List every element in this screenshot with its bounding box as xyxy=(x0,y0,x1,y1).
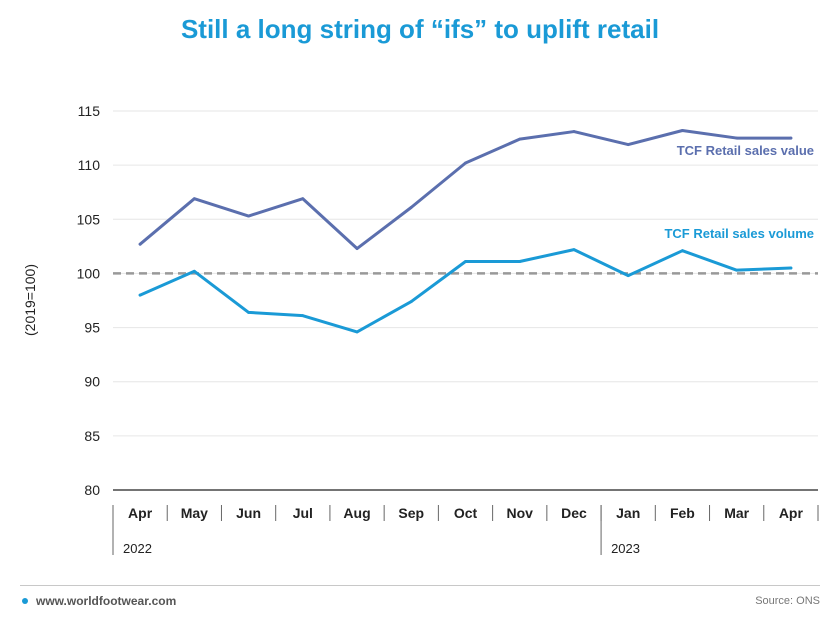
data-point xyxy=(789,266,793,270)
y-tick-label: 115 xyxy=(78,103,101,119)
x-tick-label: Nov xyxy=(507,505,534,521)
x-tick-label: Mar xyxy=(724,505,749,521)
footer-divider xyxy=(20,585,820,586)
data-point xyxy=(355,247,359,250)
y-tick-label: 100 xyxy=(77,265,101,281)
data-point xyxy=(138,242,142,246)
data-point xyxy=(301,197,305,201)
data-point xyxy=(192,197,196,201)
data-point xyxy=(681,129,684,132)
y-axis-label: (2019=100) xyxy=(22,263,38,337)
data-point xyxy=(626,143,630,146)
x-tick-label: Jul xyxy=(293,505,313,521)
data-point xyxy=(464,260,467,263)
x-tick-label: Oct xyxy=(454,505,478,521)
year-label: 2023 xyxy=(611,541,640,556)
x-tick-label: Dec xyxy=(561,505,587,521)
data-point xyxy=(735,136,739,140)
source-note: Source: ONS xyxy=(755,595,820,607)
data-point xyxy=(626,274,630,277)
data-point xyxy=(192,269,196,273)
data-point xyxy=(464,161,467,165)
website-link[interactable]: www.worldfootwear.com xyxy=(22,594,176,608)
data-point xyxy=(518,260,522,263)
data-point xyxy=(247,311,250,314)
chart-title: Still a long string of “ifs” to uplift r… xyxy=(180,14,660,44)
data-point xyxy=(409,205,413,209)
x-tick-label: May xyxy=(181,505,208,521)
series-label: TCF Retail sales value xyxy=(677,143,814,158)
x-tick-label: Sep xyxy=(398,505,424,521)
y-tick-label: 110 xyxy=(78,157,101,173)
x-tick-label: Apr xyxy=(128,505,153,521)
data-point xyxy=(789,136,793,140)
data-point xyxy=(138,293,142,297)
y-tick-label: 95 xyxy=(84,320,100,336)
year-label: 2022 xyxy=(123,541,152,556)
x-tick-label: Apr xyxy=(779,505,804,521)
bullet-icon xyxy=(22,598,28,604)
x-tick-label: Jan xyxy=(616,505,640,521)
x-tick-label: Aug xyxy=(343,505,370,521)
data-point xyxy=(409,300,413,303)
data-point xyxy=(301,314,305,318)
website-text: www.worldfootwear.com xyxy=(36,594,177,608)
data-point xyxy=(572,248,576,252)
y-tick-label: 90 xyxy=(84,374,100,390)
x-tick-label: Feb xyxy=(670,505,695,521)
y-tick-label: 105 xyxy=(77,211,101,227)
data-point xyxy=(518,137,522,141)
data-point xyxy=(735,268,739,272)
y-tick-label: 85 xyxy=(84,428,100,444)
data-point xyxy=(355,330,359,334)
data-point xyxy=(247,214,250,218)
x-tick-label: Jun xyxy=(236,505,261,521)
series-label: TCF Retail sales volume xyxy=(664,226,814,241)
data-point xyxy=(681,249,684,253)
data-point xyxy=(572,130,576,133)
y-tick-label: 80 xyxy=(84,482,100,498)
